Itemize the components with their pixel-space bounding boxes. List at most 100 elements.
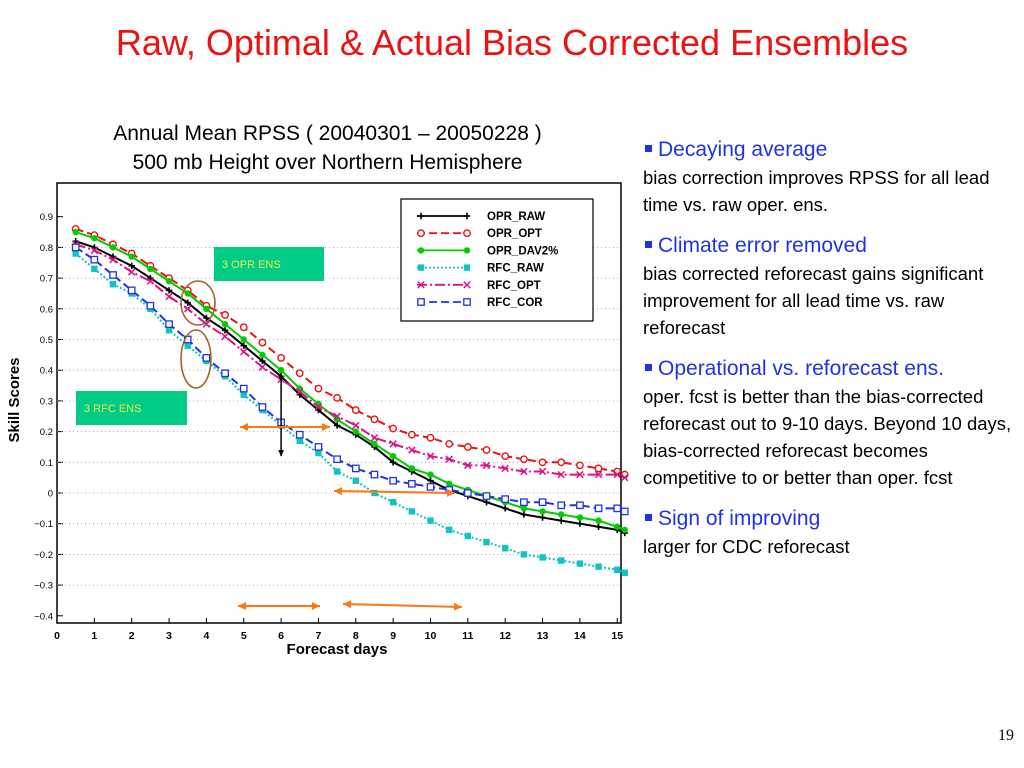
data-point-rfc-raw (539, 554, 546, 561)
data-point-opr-opt (277, 354, 285, 362)
horizontal-shift-arrow-head (446, 488, 455, 497)
data-point-rfc-opt (127, 268, 136, 276)
data-point-rfc-opt (352, 421, 360, 430)
x-tick-label: 10 (425, 630, 437, 642)
data-point-rfc-raw (576, 560, 584, 567)
horizontal-shift-arrow-head (240, 423, 248, 431)
data-point-rfc-opt (146, 277, 155, 285)
data-point-rfc-raw (91, 265, 98, 273)
data-point-opr-opt (463, 443, 472, 451)
annotation-label: 3 OPR ENS (222, 259, 281, 271)
data-point-rfc-cor (501, 495, 510, 503)
legend-marker-opr-opt (463, 229, 471, 238)
slide-title: Raw, Optimal & Actual Bias Corrected Ens… (115, 22, 909, 63)
legend-marker-opr-dav2 (463, 247, 471, 254)
y-tick-label: −0.2 (34, 550, 53, 561)
opr-ens-circle (180, 280, 216, 326)
y-tick-label: −0.1 (34, 519, 53, 530)
data-point-rfc-cor (426, 483, 435, 491)
data-point-rfc-opt (594, 470, 603, 479)
data-point-rfc-opt (333, 412, 341, 420)
data-point-rfc-opt (576, 470, 584, 479)
data-point-rfc-cor (202, 354, 211, 362)
data-point-rfc-raw (72, 250, 79, 257)
data-point-opr-raw (128, 262, 135, 270)
x-tick-label: 4 (203, 630, 209, 642)
legend-box (400, 198, 594, 322)
data-point-opr-dav2 (221, 320, 229, 328)
data-point-rfc-raw (315, 449, 322, 457)
data-point-rfc-raw (333, 468, 341, 475)
chart-heading: Annual Mean RPSS ( 20040301 – 20050228 )… (40, 119, 615, 177)
data-point-opr-opt (314, 384, 323, 393)
annotation-label: 3 RFC ENS (84, 403, 141, 415)
legend-marker-rfc-opt (463, 281, 471, 289)
legend-label-rfc-raw: RFC_RAW (487, 263, 544, 275)
data-point-rfc-cor (482, 492, 491, 500)
data-point-rfc-opt (482, 461, 491, 470)
data-point-opr-dav2 (408, 465, 416, 472)
y-tick-label: 0.4 (40, 366, 53, 377)
y-tick-label: 0.2 (40, 427, 53, 438)
data-point-rfc-opt (183, 305, 192, 313)
lead-time-arrow-head (312, 602, 320, 610)
x-tick-label: 5 (241, 630, 247, 642)
data-point-opr-raw (520, 511, 528, 518)
data-point-opr-opt (445, 439, 454, 448)
data-point-opr-raw (389, 459, 397, 466)
data-point-rfc-opt (165, 292, 173, 301)
data-point-rfc-opt (202, 320, 211, 328)
data-point-opr-dav2 (427, 471, 434, 478)
horizontal-shift-arrow (333, 490, 456, 494)
data-point-opr-opt (538, 458, 547, 467)
data-point-rfc-opt (221, 332, 229, 341)
bullet-heading-text: Climate error removed (658, 234, 867, 257)
data-point-rfc-raw (389, 499, 397, 506)
legend-marker-rfc-cor (463, 298, 471, 306)
data-point-opr-opt (258, 338, 267, 347)
data-point-rfc-opt (314, 403, 323, 411)
data-point-rfc-opt (557, 470, 565, 479)
data-point-rfc-cor (127, 286, 136, 295)
data-point-opr-raw (184, 299, 191, 306)
data-point-rfc-opt (520, 467, 528, 476)
y-tick-label: 0.7 (40, 274, 53, 285)
data-point-opr-opt (389, 424, 398, 433)
y-tick-label: −0.3 (34, 581, 53, 592)
data-point-opr-dav2 (558, 511, 565, 518)
data-point-rfc-cor (594, 504, 603, 513)
horizontal-shift-arrow-head (322, 423, 330, 431)
data-point-rfc-cor (165, 320, 173, 329)
data-point-opr-raw (483, 499, 490, 506)
data-point-opr-dav2 (621, 526, 628, 534)
x-tick-label: 0 (54, 630, 60, 642)
data-point-rfc-cor (463, 489, 472, 497)
data-point-rfc-cor (407, 479, 416, 488)
data-point-opr-raw (427, 477, 434, 484)
bullet-heading-text: Operational vs. reforecast ens. (658, 357, 944, 380)
lead-time-arrow-head (453, 602, 462, 611)
data-point-rfc-opt (258, 363, 267, 371)
data-point-rfc-raw (464, 532, 472, 540)
data-point-opr-dav2 (259, 351, 266, 359)
data-point-rfc-cor (613, 504, 622, 513)
data-point-opr-dav2 (203, 305, 210, 312)
data-point-opr-opt (370, 415, 379, 424)
data-point-rfc-cor (109, 271, 117, 279)
x-tick-label: 1 (91, 630, 97, 642)
bullet-heading: Operational vs. reforecast ens. (643, 355, 1021, 383)
data-point-rfc-opt (296, 387, 304, 396)
data-point-opr-raw (259, 357, 266, 365)
bullet-heading: Decaying average (643, 136, 1021, 164)
bullet-item: Sign of improving larger for CDC reforec… (643, 505, 1021, 560)
chart-heading-line1: Annual Mean RPSS ( 20040301 – 20050228 ) (113, 122, 542, 145)
legend-label-rfc-opt: RFC_OPT (487, 280, 541, 292)
bullet-heading: Climate error removed (643, 232, 1021, 260)
data-point-rfc-opt (370, 434, 379, 442)
data-point-rfc-raw (427, 517, 434, 524)
y-tick-label: 0.3 (40, 396, 53, 407)
data-point-opr-dav2 (595, 517, 602, 524)
data-point-rfc-raw (408, 508, 416, 515)
y-tick-label: 0.9 (40, 212, 53, 223)
